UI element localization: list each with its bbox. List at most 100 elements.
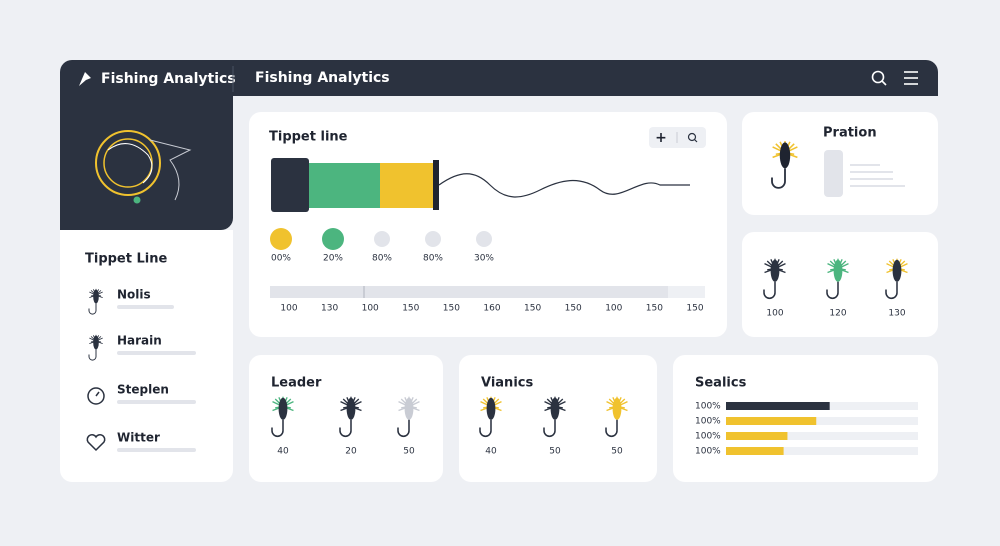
fly-icon <box>826 258 849 299</box>
bar-fill <box>726 432 788 440</box>
fly-icon <box>885 258 908 299</box>
card-title: Tippet line <box>269 130 348 145</box>
search-button[interactable] <box>687 132 698 143</box>
top-bar <box>60 60 938 96</box>
fly-value: 120 <box>829 309 846 319</box>
fly-body <box>612 397 622 420</box>
sidebar-item[interactable]: Witter <box>117 431 160 445</box>
sidebar-title: Tippet Line <box>85 252 167 267</box>
spool <box>271 158 690 212</box>
row-label: 100% <box>695 432 721 442</box>
fly-icon <box>763 258 786 299</box>
dot-label: 30% <box>474 254 494 264</box>
fly-icon <box>339 396 362 437</box>
fly-body <box>404 397 414 420</box>
hook <box>543 419 556 437</box>
fly-value: 20 <box>345 447 357 457</box>
hook <box>88 349 97 361</box>
fly-value: 50 <box>549 447 561 457</box>
status-dot <box>374 231 390 247</box>
stopwatch-icon <box>87 387 105 405</box>
fly-value: 40 <box>485 447 497 457</box>
placeholder-line <box>117 400 196 404</box>
bar-track <box>726 447 918 455</box>
brand: Fishing Analytics <box>101 71 236 87</box>
dot-label: 00% <box>271 254 291 264</box>
fly-icon <box>479 396 502 437</box>
scale-label: 150 <box>443 304 460 314</box>
fly-body <box>550 397 560 420</box>
status-dot <box>322 228 344 250</box>
fly-body <box>93 335 99 350</box>
scale-label: 100 <box>280 304 297 314</box>
scale-label: 150 <box>646 304 663 314</box>
stopwatch-hand <box>95 391 100 397</box>
hook <box>271 419 284 437</box>
bar-fill <box>726 447 784 455</box>
hook <box>339 419 352 437</box>
flies-card <box>742 232 938 337</box>
scale-label: 150 <box>565 304 582 314</box>
hook <box>397 419 410 437</box>
fly-value: 130 <box>888 309 905 319</box>
hook <box>479 419 492 437</box>
scale-label: 160 <box>483 304 500 314</box>
slider-fill <box>270 286 668 298</box>
reel-illustration <box>95 130 192 204</box>
card-title: Pration <box>823 126 877 141</box>
fly-icon <box>88 288 103 315</box>
fly-body <box>278 397 288 420</box>
sidebar-item[interactable]: Harain <box>117 334 162 348</box>
dot-label: 80% <box>423 254 443 264</box>
hook <box>885 281 898 299</box>
fly-body <box>892 259 902 282</box>
hook <box>605 419 618 437</box>
status-dot <box>425 231 441 247</box>
card-title: Sealics <box>695 376 747 391</box>
hook <box>763 281 776 299</box>
hook <box>771 168 786 189</box>
fly-icon <box>605 396 628 437</box>
fly-body <box>486 397 496 420</box>
fly-body <box>93 289 99 304</box>
dot-label: 20% <box>323 254 343 264</box>
fly-value: 50 <box>611 447 623 457</box>
vianics-card <box>459 355 657 482</box>
menu-button[interactable] <box>904 71 918 85</box>
scale-label: 150 <box>524 304 541 314</box>
sidebar-hero <box>60 96 233 230</box>
scale-label: 100 <box>362 304 379 314</box>
fly-value: 100 <box>766 309 783 319</box>
placeholder-lines <box>850 164 905 187</box>
fly-icon <box>771 141 798 189</box>
row-label: 100% <box>695 402 721 412</box>
sidebar-item[interactable]: Steplen <box>117 383 169 397</box>
zoom-in-button[interactable]: + <box>655 130 667 146</box>
fly-value: 50 <box>403 447 415 457</box>
fly-icon <box>397 396 420 437</box>
dot-label: 80% <box>372 254 392 264</box>
fly-icon <box>543 396 566 437</box>
fly-value: 40 <box>277 447 289 457</box>
sidebar-item[interactable]: Nolis <box>117 288 151 302</box>
placeholder <box>824 150 843 197</box>
hook <box>88 303 97 315</box>
fly-body <box>779 142 791 169</box>
bar-track <box>726 417 918 425</box>
page-title: Fishing Analytics <box>255 70 390 86</box>
leader-card <box>249 355 443 482</box>
search-button[interactable] <box>871 70 887 86</box>
scale-label: 100 <box>605 304 622 314</box>
fly-icon <box>271 396 294 437</box>
row-label: 100% <box>695 447 721 457</box>
card-title: Vianics <box>481 376 533 391</box>
sidebar-card <box>60 230 233 482</box>
fly-body <box>346 397 356 420</box>
placeholder-line <box>117 305 174 309</box>
status-dot <box>270 228 292 250</box>
fly-body <box>770 259 780 282</box>
bar-track <box>726 432 918 440</box>
bar-fill <box>726 417 817 425</box>
fly-icon <box>88 334 103 361</box>
